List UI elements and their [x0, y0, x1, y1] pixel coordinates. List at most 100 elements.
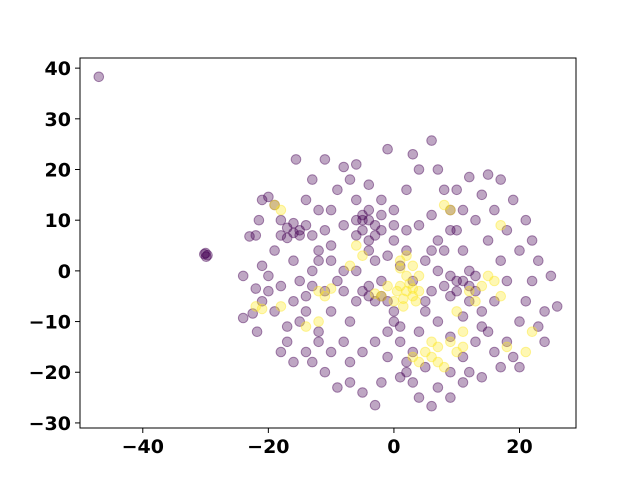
scatter-point [457, 311, 469, 322]
scatter-point [476, 321, 488, 332]
scatter-point [432, 382, 444, 393]
scatter-point [457, 341, 469, 353]
scatter-point [476, 372, 488, 383]
scatter-point [445, 204, 456, 216]
scatter-point [351, 159, 362, 170]
scatter-point [426, 336, 437, 348]
scatter-point [476, 306, 488, 317]
scatter-point [332, 184, 343, 196]
scatter-point [495, 220, 507, 231]
scatter-point [307, 280, 318, 292]
scatter-point [551, 301, 563, 312]
scatter-point [363, 204, 375, 216]
scatter-point [382, 250, 393, 261]
scatter-point [438, 245, 450, 256]
scatter-point [250, 283, 262, 294]
scatter-point [470, 296, 481, 307]
scatter-point [432, 316, 444, 327]
scatter-point [489, 204, 500, 216]
scatter-point [482, 270, 494, 282]
x-tick-label: 20 [506, 436, 532, 458]
scatter-point [391, 285, 403, 297]
scatter-point [357, 214, 368, 226]
scatter-point [539, 306, 550, 317]
y-tick-label: 10 [45, 210, 71, 232]
scatter-point [363, 179, 375, 190]
scatter-point [269, 199, 280, 211]
scatter-point [432, 265, 444, 277]
scatter-point [300, 194, 312, 206]
scatter-point [426, 285, 437, 297]
scatter-point [376, 377, 387, 388]
scatter-point [520, 214, 532, 226]
scatter-point [369, 255, 381, 267]
scatter-point [237, 270, 249, 282]
scatter-point [300, 346, 312, 358]
scatter-point [332, 275, 343, 287]
scatter-point [388, 235, 400, 246]
scatter-point [275, 301, 287, 312]
scatter-point [369, 296, 381, 307]
scatter-point [388, 316, 400, 327]
scatter-point [489, 275, 500, 287]
scatter-point [445, 392, 456, 403]
scatter-point [394, 255, 406, 267]
scatter-point [398, 293, 409, 305]
scatter-point [382, 143, 393, 155]
scatter-point [263, 191, 274, 203]
scatter-point [407, 290, 419, 302]
scatter-point [470, 336, 481, 348]
scatter-point [288, 296, 299, 307]
scatter-point [401, 245, 412, 256]
scatter-point [407, 346, 419, 358]
scatter-point [464, 280, 475, 292]
scatter-point [495, 174, 507, 185]
scatter-point [445, 331, 456, 343]
scatter-point [420, 255, 431, 267]
scatter-point [501, 225, 513, 236]
scatter-point [470, 214, 481, 226]
scatter-point [520, 346, 532, 358]
x-axis-ticks: −40 −20 0 20 [122, 428, 533, 458]
scatter-point [338, 161, 350, 173]
scatter-point [275, 204, 287, 216]
scatter-point [325, 255, 337, 267]
scatter-point [413, 270, 425, 282]
scatter-point [407, 149, 419, 160]
scatter-point [388, 220, 400, 231]
plot-frame [79, 57, 577, 429]
scatter-point [344, 356, 356, 368]
scatter-point [376, 225, 387, 236]
scatter-point [438, 184, 450, 196]
scatter-point [489, 296, 500, 307]
scatter-point [363, 214, 375, 226]
scatter-point [382, 296, 393, 307]
scatter-point [351, 194, 362, 206]
scatter-point [413, 392, 425, 403]
scatter-point [432, 341, 444, 353]
scatter-point [288, 356, 299, 368]
scatter-point [514, 316, 525, 327]
scatter-point [394, 263, 406, 274]
scatter-point [401, 270, 412, 282]
scatter-point [363, 290, 375, 302]
scatter-point [426, 400, 437, 412]
scatter-point [369, 399, 381, 411]
scatter-point [275, 346, 287, 358]
scatter-point [269, 245, 280, 256]
scatter-point [457, 204, 469, 216]
scatter-point [363, 280, 375, 292]
scatter-point [413, 326, 425, 338]
scatter-point [394, 372, 406, 383]
scatter-point [357, 250, 368, 261]
scatter-point [533, 255, 544, 267]
scatter-point [338, 220, 350, 231]
scatter-point [407, 283, 419, 294]
scatter-point [199, 248, 210, 260]
scatter-point [300, 306, 312, 317]
scatter-point [250, 230, 262, 241]
scatter-point [451, 285, 463, 297]
scatter-point [451, 306, 463, 317]
scatter-point [256, 260, 268, 272]
